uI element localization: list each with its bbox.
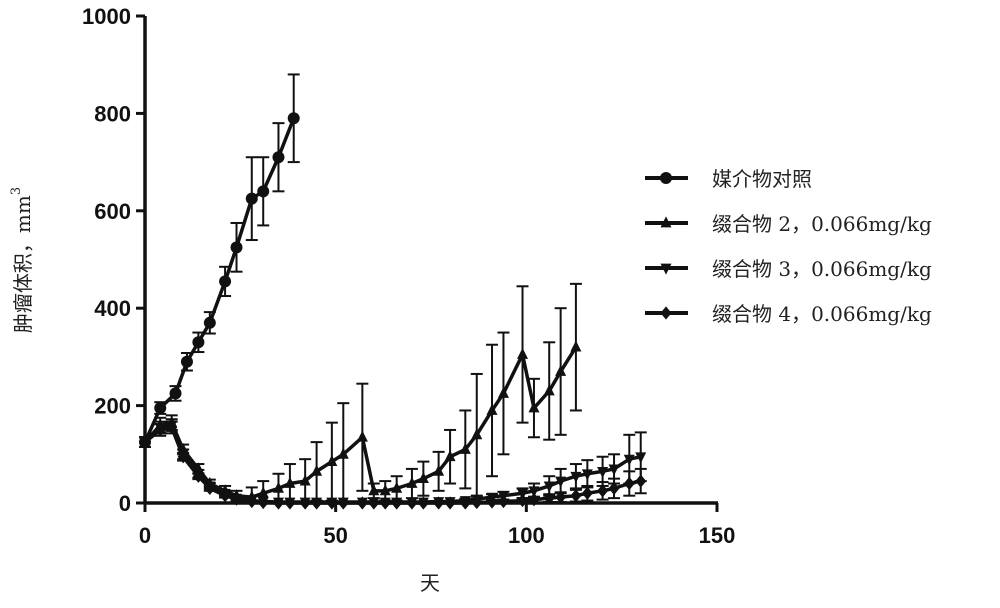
data-point [154, 402, 166, 414]
legend-marker-icon [661, 306, 672, 319]
data-point [517, 348, 528, 359]
legend: 媒介物对照缀合物 2，0.066mg/kg 缀合物 3，0.066mg/kg 缀合物… [645, 167, 932, 326]
data-point [246, 193, 258, 205]
y-tick-label: 600 [94, 199, 131, 224]
data-point [219, 275, 231, 287]
data-point [570, 341, 581, 352]
legend-label: 媒介物对照 [712, 167, 812, 191]
data-point [582, 487, 593, 500]
x-tick-label: 50 [323, 523, 347, 548]
legend-item: 缀合物 4，0.066mg/kg [645, 302, 932, 326]
y-axis-title-main: 肿瘤体积，mm [11, 195, 35, 333]
y-axis-title: 肿瘤体积，mm3 [9, 187, 35, 333]
x-tick-label: 150 [699, 523, 736, 548]
series-line [145, 347, 576, 497]
legend-marker-icon [660, 172, 672, 184]
plot-area [139, 74, 647, 509]
data-point [192, 336, 204, 348]
data-point [357, 431, 368, 442]
y-tick-label: 800 [94, 101, 131, 126]
data-point [570, 489, 581, 502]
x-ticks: 0 50 100 150 [139, 503, 735, 548]
svg-text:肿瘤体积，mm3: 肿瘤体积，mm3 [9, 187, 35, 333]
data-point [624, 477, 635, 490]
legend-label: 缀合物 2，0.066mg/kg [712, 212, 932, 236]
axes: 0 200 400 600 800 1000 0 50 100 150 [82, 4, 735, 548]
data-point [288, 112, 300, 124]
y-tick-label: 1000 [82, 4, 131, 29]
data-point [181, 356, 193, 368]
legend-item: 缀合物 3，0.066mg/kg [645, 257, 932, 281]
y-axis-title-sup: 3 [9, 187, 24, 195]
y-tick-label: 0 [119, 491, 131, 516]
data-point [635, 474, 646, 487]
series-4 [139, 421, 647, 510]
data-point [257, 185, 269, 197]
data-point [272, 151, 284, 163]
legend-item: 缀合物 2，0.066mg/kg [645, 212, 932, 236]
series-2 [139, 284, 582, 503]
legend-item: 媒介物对照 [645, 167, 812, 191]
x-axis-title: 天 [420, 571, 440, 595]
legend-label: 缀合物 3，0.066mg/kg [712, 257, 932, 281]
legend-label: 缀合物 4，0.066mg/kg [712, 302, 932, 326]
data-point [170, 387, 182, 399]
y-tick-label: 200 [94, 394, 131, 419]
y-tick-label: 400 [94, 296, 131, 321]
data-point [204, 317, 216, 329]
x-tick-label: 0 [139, 523, 151, 548]
series-1 [139, 74, 300, 448]
data-point [231, 241, 243, 253]
y-ticks: 0 200 400 600 800 1000 [82, 4, 145, 516]
x-tick-label: 100 [508, 523, 545, 548]
tumor-volume-chart: 0 200 400 600 800 1000 0 50 100 150 天 肿瘤体积，mm3 媒… [0, 0, 1000, 608]
